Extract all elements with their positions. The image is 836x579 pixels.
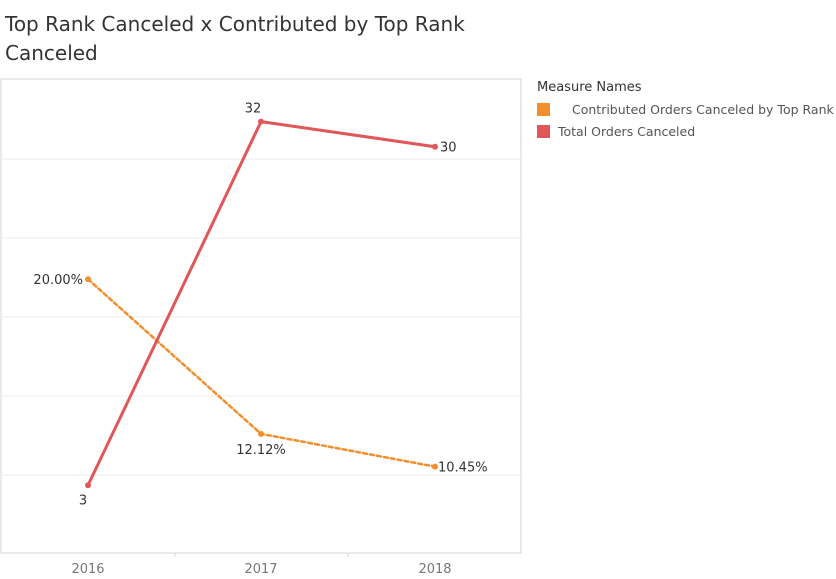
data-point-s1-0[interactable] — [85, 482, 91, 489]
data-label-s1-2: 30 — [440, 141, 457, 156]
data-point-s0-1[interactable] — [258, 430, 264, 437]
data-label-s1-1: 32 — [245, 102, 262, 117]
data-point-s0-0[interactable] — [85, 276, 91, 283]
legend-swatch-total — [537, 124, 550, 138]
series-line-1 — [86, 120, 437, 487]
data-label-s0-2: 10.45% — [438, 461, 488, 476]
data-label-s1-0: 3 — [79, 493, 87, 508]
legend: Measure Names Contributed Orders Cancele… — [537, 80, 834, 142]
data-point-s1-2[interactable] — [432, 143, 438, 150]
series-lines — [86, 120, 437, 487]
data-label-s0-1: 12.12% — [236, 443, 286, 458]
data-labels: 20.00% 12.12% 10.45% 3 32 30 — [33, 102, 487, 509]
x-tick-label-2017: 2017 — [244, 562, 277, 577]
gridlines — [1, 158, 521, 557]
legend-swatch-contributed — [537, 102, 550, 116]
data-label-s0-0: 20.00% — [33, 273, 83, 288]
data-point-s0-2[interactable] — [432, 463, 438, 470]
legend-item-total[interactable]: Total Orders Canceled — [537, 120, 833, 142]
x-tick-label-2016: 2016 — [71, 562, 104, 577]
legend-title: Measure Names — [537, 80, 642, 95]
data-point-s1-1[interactable] — [258, 118, 264, 125]
plot-frame — [0, 78, 522, 554]
chart-title: Top Rank Canceled x Contributed by Top R… — [5, 12, 465, 65]
data-points — [85, 118, 438, 489]
legend-item-contributed[interactable]: Contributed Orders Canceled by Top Rank — [537, 98, 834, 120]
x-tick-label-2018: 2018 — [418, 562, 451, 577]
x-axis-ticks: 2016 2017 2018 — [71, 562, 451, 577]
legend-label-total: Total Orders Canceled — [558, 123, 696, 139]
legend-label-contributed: Contributed Orders Canceled by Top Rank — [572, 101, 834, 117]
